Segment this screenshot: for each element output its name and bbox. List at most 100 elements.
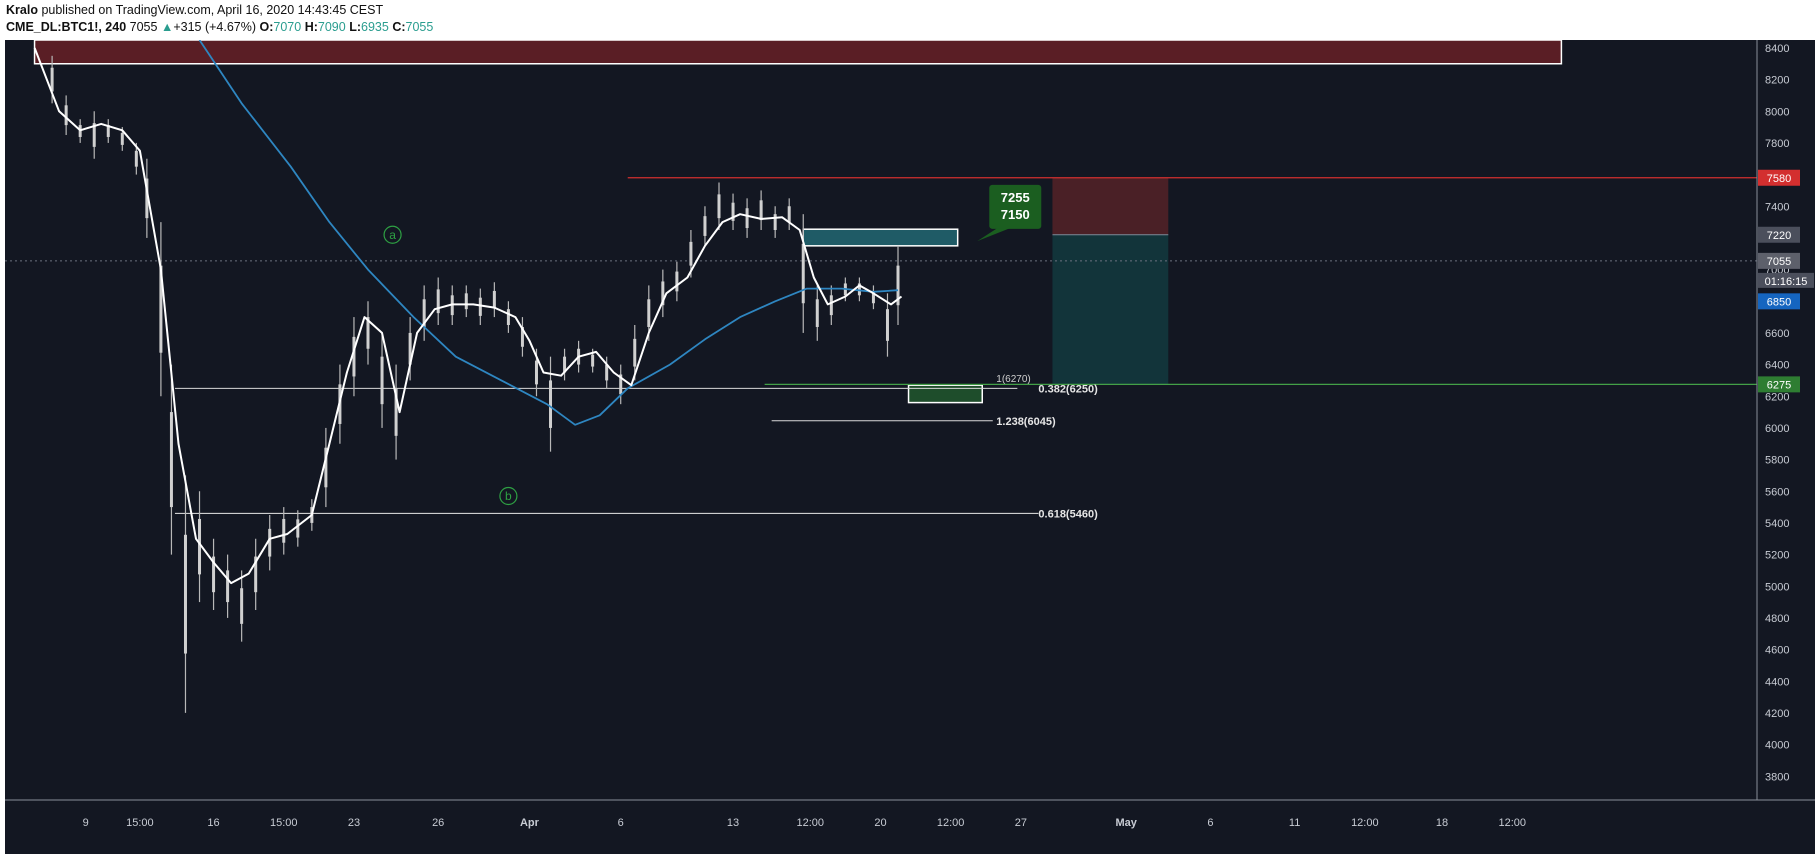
y-tick-5400: 5400 [1765, 518, 1789, 530]
candle-body-24 [380, 356, 384, 405]
candle-body-59 [871, 291, 875, 304]
candle-body-43 [647, 299, 651, 327]
candle-body-37 [563, 356, 567, 373]
x-tick-16: 12:00 [1351, 817, 1379, 829]
candle-body-10 [183, 534, 187, 654]
price-axis[interactable]: 3800 4000 4200 4400 4600 4800 5000 5200 5400 5600… [1756, 40, 1814, 800]
close-value: 7055 [405, 20, 434, 34]
candle-body-7 [145, 178, 149, 219]
price-tag-label-7580: 7580 [1767, 173, 1791, 185]
x-tick-1: 15:00 [126, 817, 154, 829]
price-tag-label-6275: 6275 [1767, 379, 1791, 391]
price-tag-label-7220: 7220 [1767, 230, 1791, 242]
candle-body-3 [92, 123, 96, 147]
candle-body-61 [896, 265, 900, 306]
y-tick-7400: 7400 [1765, 201, 1789, 213]
candle-body-6 [134, 150, 138, 167]
candle-body-60 [885, 309, 889, 341]
candle-body-18 [296, 519, 300, 538]
candle-body-58 [857, 283, 861, 296]
candle-body-9 [169, 412, 173, 508]
x-tick-7: 6 [618, 817, 624, 829]
y-tick-6000: 6000 [1765, 423, 1789, 435]
annotations-layer: 1(6270) a b 7255 7150 [383, 184, 1042, 506]
candle-body-47 [703, 216, 707, 236]
low-label: L: [349, 20, 362, 34]
author-name[interactable]: Kralo [6, 3, 38, 17]
y-tick-3800: 3800 [1765, 771, 1789, 783]
candle-body-14 [240, 588, 244, 624]
candle-body-33 [506, 309, 510, 325]
candle-body-34 [520, 326, 524, 347]
high-label: H: [304, 20, 318, 34]
y-tick-6200: 6200 [1765, 391, 1789, 403]
candle-body-41 [619, 374, 623, 395]
candle-body-52 [773, 214, 777, 230]
entry-callout-pointer [977, 226, 1014, 242]
level-label-6045: 1.238(6045) [996, 416, 1056, 428]
candle-body-12 [212, 556, 216, 593]
candle-body-54 [801, 243, 805, 304]
y-tick-8200: 8200 [1765, 75, 1789, 87]
x-tick-13: May [1115, 817, 1137, 829]
time-axis[interactable]: 9 15:00 16 15:00 23 26 Apr 6 13 12:00 20 12:00 27 May… [5, 799, 1815, 829]
entry-callout-line2: 7150 [1001, 207, 1030, 222]
open-value: 7070 [273, 20, 302, 34]
y-tick-7800: 7800 [1765, 138, 1789, 150]
x-tick-0: 9 [83, 817, 89, 829]
candle-body-30 [464, 293, 468, 310]
entry-callout-box [989, 184, 1042, 229]
countdown-tag [1758, 272, 1814, 288]
wave-label-circle-a [383, 225, 402, 244]
chart-header: Kralo published on TradingView.com, Apri… [6, 2, 1206, 36]
candle-body-55 [815, 299, 819, 327]
zone-stop [1052, 177, 1169, 235]
price-tag-label-7055: 7055 [1767, 256, 1791, 268]
x-tick-11: 12:00 [937, 817, 965, 829]
high-value: 7090 [317, 20, 346, 34]
candle-body-16 [268, 528, 272, 557]
level-label-5460: 0.618(5460) [1038, 508, 1098, 520]
candle-body-0 [50, 67, 54, 92]
candle-body-42 [633, 338, 637, 367]
y-tick-4400: 4400 [1765, 676, 1789, 688]
x-tick-8: 13 [727, 817, 739, 829]
symbol-label[interactable]: CME_DL:BTC1!, 240 [6, 20, 127, 34]
candle-body-32 [492, 290, 496, 309]
wave-label-circle-b [499, 486, 518, 506]
x-tick-18: 12:00 [1498, 817, 1526, 829]
x-tick-9: 12:00 [796, 817, 824, 829]
countdown-label: 01:16:15 [1765, 276, 1808, 288]
price-tag-7220 [1758, 226, 1800, 243]
price-chart[interactable]: 0.382(6250) 1.238(6045) 0.618(5460) 1(6270… [5, 40, 1815, 854]
y-tick-5800: 5800 [1765, 455, 1789, 467]
candle-body-5 [120, 133, 124, 145]
last-price: 7055 [129, 20, 158, 34]
price-change: +315 (+4.67%) [173, 20, 257, 34]
zones-layer [33, 40, 1563, 404]
lines-layer [33, 40, 903, 585]
candle-body-8 [159, 265, 163, 353]
zone-entry [802, 228, 959, 247]
candle-body-4 [106, 125, 110, 137]
candle-body-25 [394, 388, 398, 436]
zone-target [1052, 234, 1169, 385]
candle-body-13 [226, 570, 230, 603]
candle-body-1 [64, 105, 68, 126]
candle-body-35 [534, 360, 538, 385]
x-tick-12: 27 [1015, 817, 1027, 829]
publish-info: published on TradingView.com, April 16, … [41, 3, 384, 17]
fib-partial-label: 1(6270) [996, 374, 1030, 385]
candle-body-53 [787, 206, 791, 223]
price-tag-6850 [1758, 293, 1800, 310]
y-tick-8400: 8400 [1765, 43, 1789, 55]
y-tick-5600: 5600 [1765, 486, 1789, 498]
zone-take-profit [907, 384, 983, 404]
close-label: C: [392, 20, 406, 34]
candle-body-39 [591, 354, 595, 367]
y-tick-4200: 4200 [1765, 708, 1789, 720]
candle-body-11 [198, 518, 202, 575]
wave-label-b: b [505, 489, 512, 503]
candle-body-26 [408, 332, 412, 365]
candle-body-28 [436, 289, 440, 314]
